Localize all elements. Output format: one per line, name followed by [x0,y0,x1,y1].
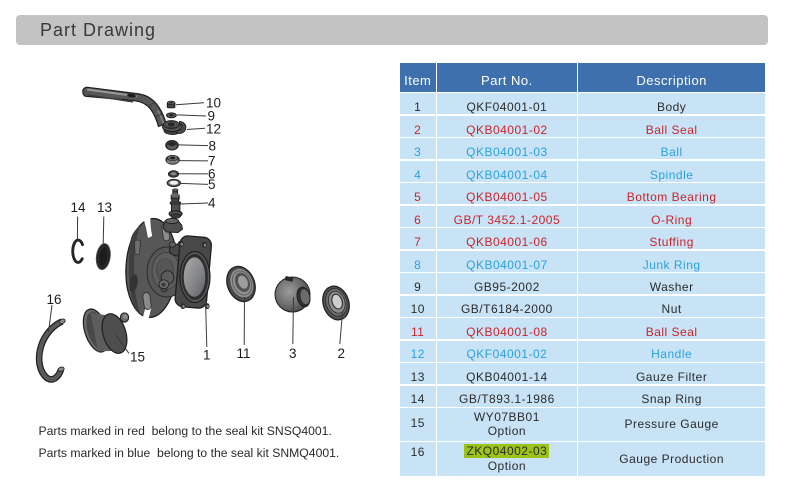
svg-text:12: 12 [206,122,221,137]
svg-text:10: 10 [206,96,221,111]
svg-text:1: 1 [203,348,211,363]
svg-text:11: 11 [237,346,251,361]
svg-text:14: 14 [71,200,87,215]
svg-text:16: 16 [47,292,62,307]
svg-text:9: 9 [208,109,216,124]
svg-text:4: 4 [208,196,216,211]
svg-text:13: 13 [97,200,112,215]
svg-text:7: 7 [208,154,216,169]
svg-text:6: 6 [208,167,216,182]
svg-text:15: 15 [130,350,145,365]
svg-text:3: 3 [289,346,297,361]
svg-text:2: 2 [338,346,346,361]
svg-text:5: 5 [208,177,216,192]
svg-text:8: 8 [209,139,217,154]
